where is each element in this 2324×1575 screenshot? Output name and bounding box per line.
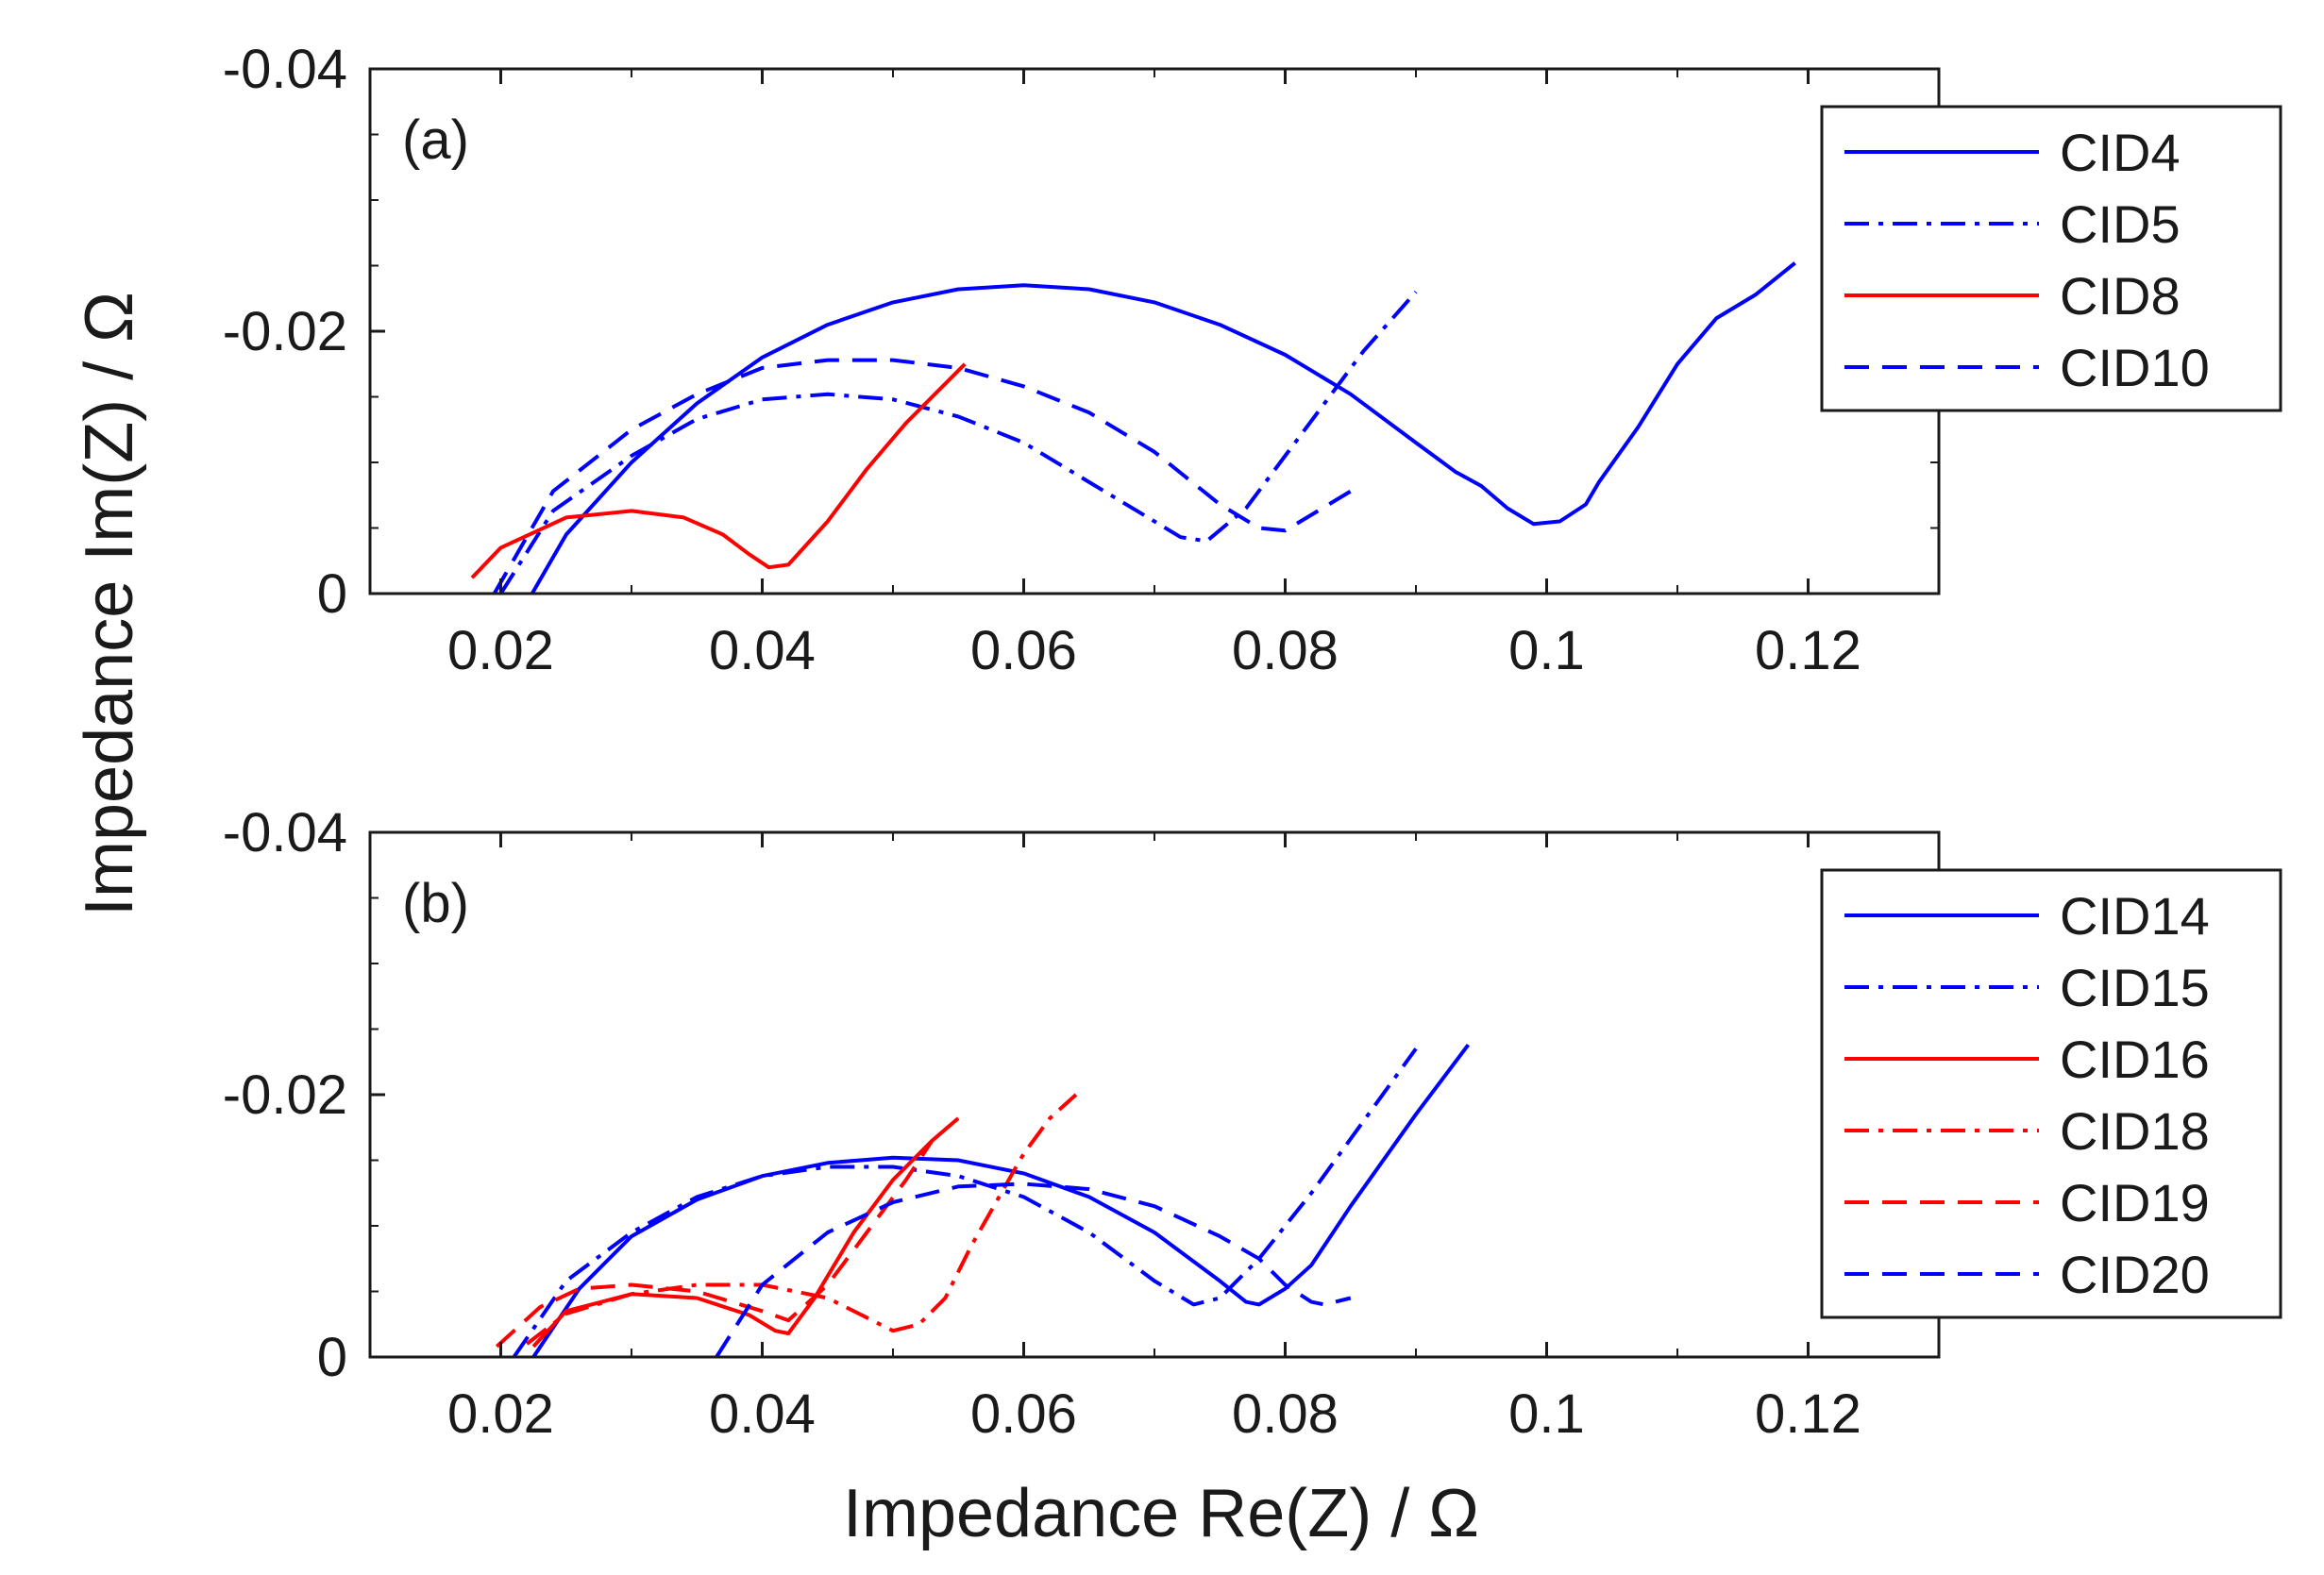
y-tick-label: -0.04	[223, 802, 347, 863]
y-tick-label: -0.04	[223, 39, 347, 100]
legend-box-b	[1820, 868, 2282, 1319]
series-line-cid18	[525, 1093, 1078, 1346]
legend-label-cid16: CID16	[2060, 1030, 2210, 1089]
x-tick-label: 0.12	[1755, 1383, 1861, 1445]
series-line-cid14	[531, 1043, 1470, 1359]
series-line-cid8	[470, 362, 967, 579]
x-axis-label: Impedance Re(Z) / Ω	[843, 1476, 1479, 1551]
series-line-cid5	[498, 290, 1418, 595]
panel-label-a: (a)	[402, 109, 469, 171]
series-line-cid15	[512, 1047, 1418, 1359]
x-tick-label: 0.1	[1508, 1383, 1585, 1445]
legend-label-cid15: CID15	[2060, 958, 2210, 1017]
legend-label-cid4: CID4	[2060, 123, 2181, 182]
panel-label-b: (b)	[402, 873, 469, 934]
legend-b: CID14 CID15 CID16 CID18 CID19 CID20	[1820, 868, 2282, 1319]
legend-label-cid20: CID20	[2060, 1245, 2210, 1304]
legend-a: CID4 CID5 CID8 CID10	[1820, 105, 2282, 412]
legend-label-cid18: CID18	[2060, 1101, 2210, 1161]
series-line-cid4	[530, 261, 1796, 595]
legend-label-cid8: CID8	[2060, 266, 2181, 326]
x-tick-label: 0.08	[1232, 1383, 1339, 1445]
panel-b: 0.02 0.04 0.06 0.08 0.1 0.12 0 -0.02 -0.04 (b) C…	[223, 802, 2282, 1445]
y-tick-label: -0.02	[223, 1064, 347, 1126]
x-tick-label: 0.08	[1232, 620, 1339, 681]
legend-box-a	[1820, 105, 2282, 412]
series-line-cid10	[492, 358, 1352, 595]
legend-label-cid10: CID10	[2060, 338, 2210, 397]
x-tick-label: 0.06	[970, 620, 1077, 681]
legend-label-cid19: CID19	[2060, 1173, 2210, 1232]
y-tick-label: -0.02	[223, 301, 347, 362]
x-tick-label: 0.12	[1755, 620, 1861, 681]
legend-label-cid5: CID5	[2060, 194, 2181, 254]
panel-a: 0.02 0.04 0.06 0.08 0.1 0.12 0 -0.02 -0.04 (a) C…	[223, 39, 2282, 681]
y-tick-label: 0	[317, 563, 347, 625]
series-line-cid19	[495, 1139, 935, 1349]
x-tick-label: 0.02	[447, 1383, 554, 1445]
y-axis-label: Impedance Im(Z) / Ω	[72, 292, 147, 916]
legend-label-cid14: CID14	[2060, 886, 2210, 946]
x-tick-label: 0.02	[447, 620, 554, 681]
x-tick-label: 0.1	[1508, 620, 1585, 681]
x-tick-label: 0.06	[970, 1383, 1077, 1445]
x-tick-label: 0.04	[709, 620, 816, 681]
series-line-cid20	[715, 1181, 1352, 1359]
x-tick-label: 0.04	[709, 1383, 816, 1445]
y-tick-label: 0	[317, 1327, 347, 1388]
